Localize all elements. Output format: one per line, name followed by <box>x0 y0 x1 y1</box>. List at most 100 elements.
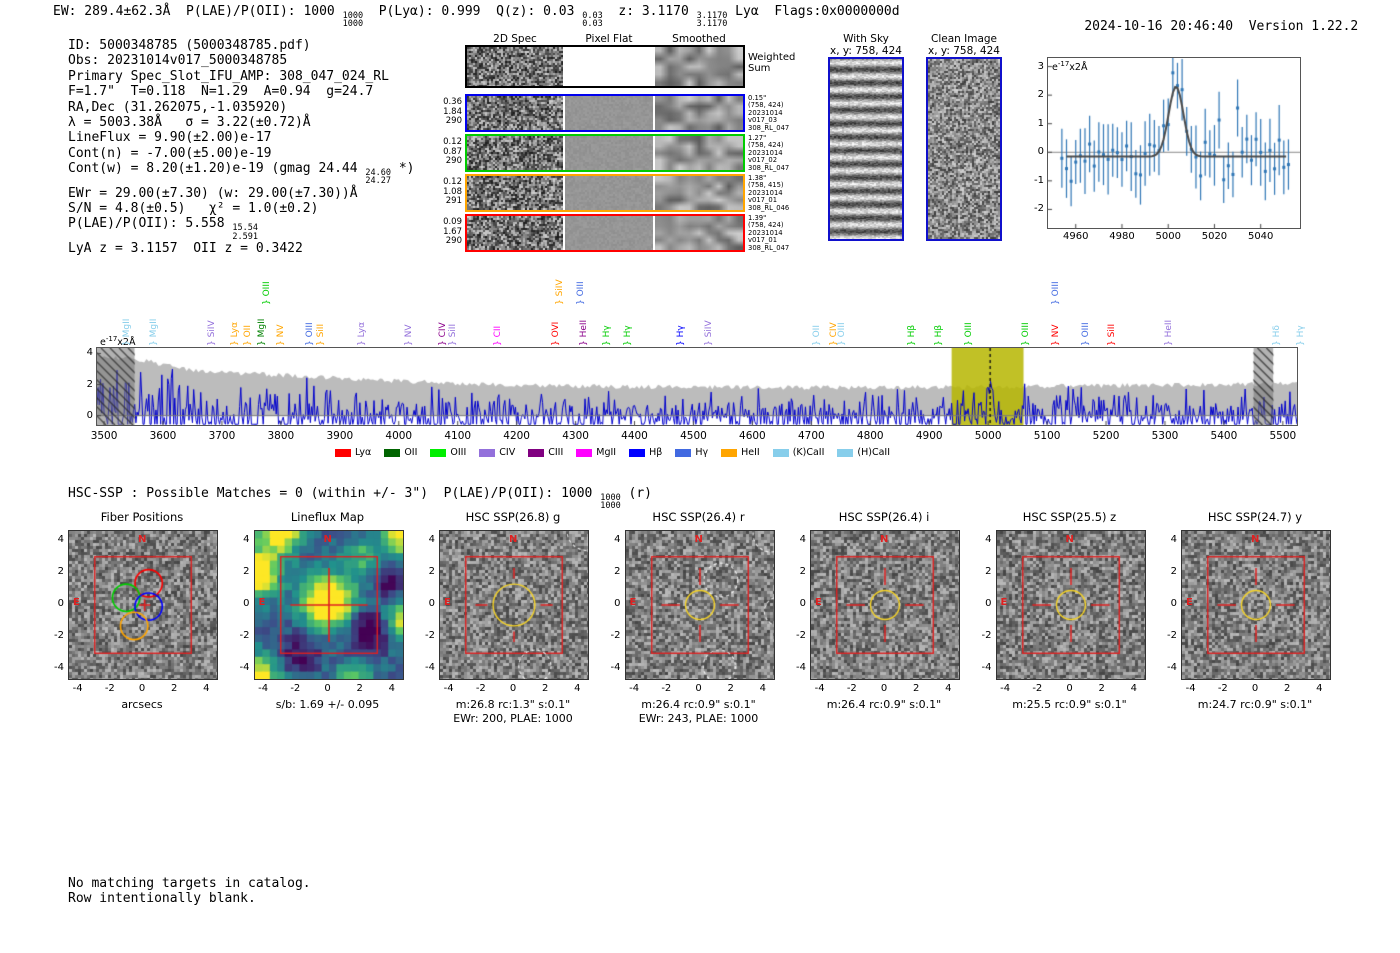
spec2d-left-value-1-1: 1.84 <box>443 106 462 117</box>
info-line-11-fraction-bottom-1: 2.591 <box>232 231 258 242</box>
cutout-5-ytick--4: -4 <box>981 662 992 674</box>
spec2d-right-value-3-4: 308_RL_046 <box>748 203 790 212</box>
cutout-3-ytick-2: 2 <box>614 565 621 577</box>
header-summary-text-6: Lyα Flags:0x0000000d <box>727 4 900 19</box>
info-line-10-text-0: S/N = 4.8(±0.5) χ² = 1.0(±0.2) <box>68 201 319 217</box>
spectrum-xtick-4300: 4300 <box>562 430 589 442</box>
spectrum-xtick-4600: 4600 <box>739 430 766 442</box>
cutout-image-0 <box>68 530 218 680</box>
line-fit-canvas <box>1048 58 1300 228</box>
hsc-line-text-0: HSC-SSP : Possible Matches = 0 (within +… <box>68 486 601 501</box>
units-exponent: -17 <box>1057 60 1070 68</box>
cutout-0-ytick--4: -4 <box>54 662 64 674</box>
emission-line-label-OIII-3761: } OIII <box>261 281 272 305</box>
spectrum-xtick-4100: 4100 <box>444 430 472 442</box>
legend-item-HeII: HeII <box>721 447 760 458</box>
emission-line-label-OIII-4294: } OIII <box>576 281 587 305</box>
spec2d-right-value-4-2: 20231014 <box>748 228 783 237</box>
emission-line-label-CII-4153: } CII <box>492 325 503 346</box>
header-summary-fraction-bottom-1: 1000 <box>342 19 364 30</box>
cutout-caption-1-0: s/b: 1.69 +/- 0.095 <box>275 698 380 711</box>
header-summary-fraction-bottom-3: 0.03 <box>582 19 603 30</box>
spec2d-row-border-0 <box>465 45 745 88</box>
spec2d-row-right-labels-1: 0.15" (758, 424) 20231014 v017_03 308_RL_047 <box>748 94 818 132</box>
cutout-title-2: HSC SSP(26.8) g <box>465 510 561 524</box>
cutout-0-xtick-0: 0 <box>138 683 146 694</box>
legend-swatch-Hβ <box>629 448 646 457</box>
legend-item-(H)CaII: (H)CaII <box>837 447 890 458</box>
cutout-compass-north-4: N <box>880 534 889 545</box>
spec2d-right-value-3-1: (758, 415) <box>748 181 784 190</box>
line-fit-ytick-1: 1 <box>1037 117 1044 129</box>
cutout-compass-north-1: N <box>323 534 332 545</box>
sky-panel-subtitle-1: x, y: 758, 424 <box>928 45 1000 57</box>
emission-line-label-NV-5100: } NV <box>1051 324 1062 346</box>
cutout-6-xtick-0: 0 <box>1251 683 1259 694</box>
cutout-5-ytick-4: 4 <box>985 533 992 545</box>
spectrum-xtick-4500: 4500 <box>680 430 707 442</box>
spectrum-ytick-4: 4 <box>86 347 93 359</box>
cutout-3-xtick--4: -4 <box>629 683 640 694</box>
emission-line-label-SiIV-4258: } SiIV <box>554 279 565 305</box>
spectrum-xtick-3800: 3800 <box>267 430 295 442</box>
emission-line-label-Lyα-3922: } Lyα <box>356 321 367 346</box>
cutout-1-ytick-0: 0 <box>243 598 250 609</box>
emission-line-label-MgII-3570: } MgII <box>149 318 160 346</box>
cutout-caption-3-1: EWr: 243, PLAE: 1000 <box>638 712 759 725</box>
legend-item-Hβ: Hβ <box>629 447 662 458</box>
hsc-line-text-2: (r) <box>620 486 653 501</box>
line-fit-ytick--2: -2 <box>1034 203 1044 215</box>
sky-panel-subtitle-0: x, y: 758, 424 <box>830 45 902 57</box>
cutout-0-xtick-2: 2 <box>170 683 178 694</box>
info-line-8-fraction-bottom-1: 24.27 <box>365 176 392 187</box>
emission-line-label-OII-3729: } OII <box>243 325 254 346</box>
spec2d-right-value-2-4: 308_RL_047 <box>748 163 790 172</box>
cutout-6-xtick--2: -2 <box>1217 683 1228 694</box>
cutout-1-xtick-2: 2 <box>356 683 363 694</box>
spectrum-xtick-3700: 3700 <box>208 430 236 442</box>
spec2d-weighted-sum-label: Weighted Sum <box>748 52 795 74</box>
line-fit-ytick-0: 0 <box>1037 146 1044 158</box>
cutout-compass-north-3: N <box>694 534 703 545</box>
emission-line-label-OVI-4251: } OVI <box>550 321 561 346</box>
cutout-2-xtick-0: 0 <box>509 683 517 694</box>
legend-label-(K)CaII: (K)CaII <box>792 447 825 458</box>
cutout-4-xtick--2: -2 <box>846 683 857 694</box>
spec2d-right-value-4-1: (758, 424) <box>748 221 784 230</box>
hsc-line-fraction-1: 1000 1000 <box>600 494 620 511</box>
legend-label-HeII: HeII <box>741 447 760 458</box>
legend-swatch-CIV <box>479 448 496 457</box>
cutout-2-ytick-4: 4 <box>428 533 435 545</box>
spec2d-row-left-labels-1: 0.36 1.84 290 <box>438 97 462 127</box>
line-fit-frame <box>1047 57 1301 229</box>
legend-swatch-(H)CaII <box>837 448 854 457</box>
units-rest: x2Å <box>1069 62 1088 74</box>
spec2d-col-header-2: Smoothed <box>672 33 726 45</box>
catalog-match-footer: No matching targets in catalog. Row inten… <box>68 876 311 907</box>
header-summary-text-4: z: 3.1170 <box>602 4 697 19</box>
line-fit-xtick-4960: 4960 <box>1063 231 1089 242</box>
info-line-8: Cont(w) = 8.20(±1.20)e-19 (gmag 24.44 24… <box>68 161 415 187</box>
cutout-0-ytick-2: 2 <box>57 565 64 577</box>
spec2d-noise-image-0 <box>467 47 563 86</box>
spec2d-right-value-2-3: v017_02 <box>748 156 778 165</box>
spec2d-right-value-4-4: 308_RL_047 <box>748 243 790 252</box>
line-fit-units-label: e-17x2Å <box>1052 60 1087 73</box>
cutout-1-ytick-2: 2 <box>243 565 250 577</box>
with-sky-image <box>830 59 902 239</box>
spec2d-left-value-2-0: 0.12 <box>443 137 462 147</box>
legend-item-OII: OII <box>384 447 417 458</box>
legend-swatch-Hγ <box>675 448 692 457</box>
spec2d-smoothed-image-3 <box>655 176 743 210</box>
cutout-0-ytick-4: 4 <box>57 533 64 545</box>
cutout-6-ytick--2: -2 <box>1167 630 1177 642</box>
spec2d-pixelflat-image-0 <box>565 47 653 86</box>
line-fit-xtick-4980: 4980 <box>1109 231 1135 242</box>
cutout-title-4: HSC SSP(26.4) i <box>838 510 930 524</box>
info-line-9: EWr = 29.00(±7.30) (w: 29.00(±7.30))Å <box>68 186 415 201</box>
emission-line-label-OIII-4952: } OIII <box>963 322 974 346</box>
spec2d-left-value-4-2: 290 <box>445 236 462 246</box>
cutout-1-ytick-4: 4 <box>243 533 250 545</box>
spectrum-xtick-5500: 5500 <box>1269 430 1297 442</box>
cutout-caption-2-1: EWr: 200, PLAE: 1000 <box>453 712 573 725</box>
